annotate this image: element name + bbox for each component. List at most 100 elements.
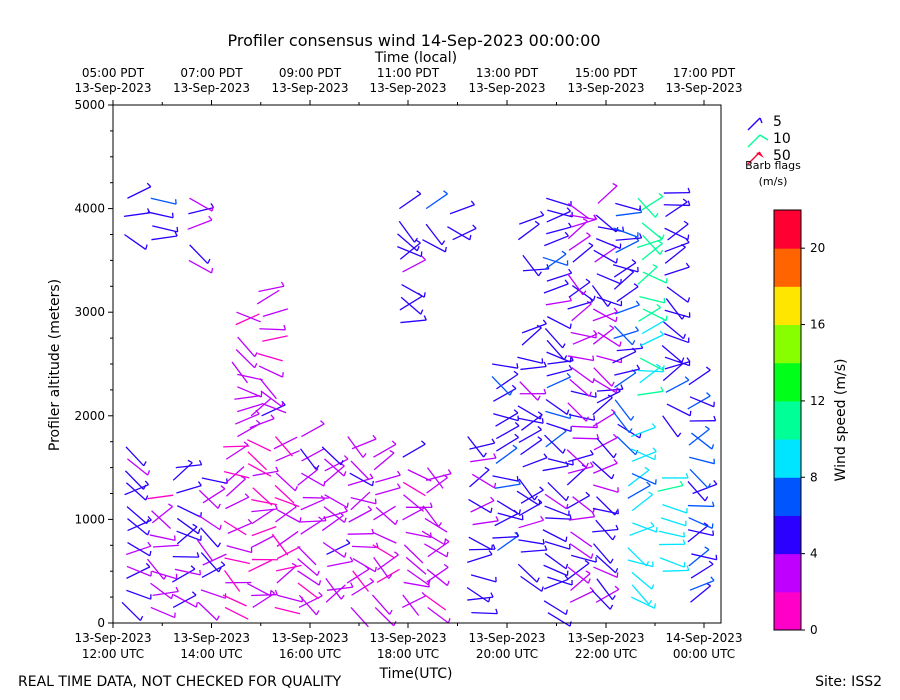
top-x-tick-label: 15:00 PDT [575,66,638,80]
wind-barb-flag [427,579,431,586]
wind-barb-flag [652,263,658,268]
wind-barb-flag [394,519,399,525]
wind-barb-flag [651,423,656,428]
wind-barb [630,426,656,438]
wind-barb-flag [492,544,496,550]
wind-barb [470,500,495,513]
wind-barb [251,499,277,506]
wind-barb-flag [190,565,196,570]
wind-barb-flag [684,376,690,381]
wind-barb [402,594,420,616]
top-x-tick-label: 09:00 PDT [279,66,342,80]
wind-barb [350,491,371,511]
wind-barb [348,509,372,523]
wind-barb [271,533,289,556]
wind-barb [407,469,432,482]
wind-barb [613,271,635,290]
wind-barb [251,508,278,513]
wind-barb-flag [715,554,718,560]
wind-barb [592,461,613,480]
wind-barb [571,285,594,302]
wind-barb-flag [495,516,499,522]
wind-barb [664,246,686,264]
colorbar-tick-label: 4 [810,547,818,561]
wind-barb-flag [389,609,393,615]
wind-barb-flag [291,562,297,567]
wind-barb [613,330,639,339]
wind-barb-flag [220,561,226,566]
wind-barb-flag [187,459,193,464]
wind-barb-flag [708,560,714,565]
wind-barb [449,204,475,215]
wind-barb [321,514,344,532]
wind-barb [150,582,172,600]
wind-barb-flag [543,388,547,394]
wind-barb [570,572,591,592]
wind-barb [691,432,713,450]
wind-barb-flag [648,599,653,605]
wind-barb [324,458,349,472]
wind-barb-flag [414,237,418,243]
wind-barb-flag [561,250,567,255]
wind-barb [543,564,568,577]
wind-barb-flag [620,384,624,390]
wind-barb [522,268,549,272]
wind-barb-flag [320,420,325,425]
wind-barb-flag [171,212,174,218]
top-axis-label: Time (local) [374,50,457,66]
colorbar-tick-label: 16 [810,318,825,332]
wind-barb-flag [541,586,544,592]
wind-barb [664,361,691,370]
wind-barb-flag [679,480,684,486]
wind-barb-flag [388,574,393,579]
wind-barb [125,545,152,556]
wind-barb [467,596,494,601]
wind-barb [595,588,620,603]
wind-barb [470,574,497,583]
wind-barb [627,547,647,567]
wind-barb-flag [197,481,202,487]
wind-barb [569,214,596,221]
wind-barb-flag [585,491,591,497]
wind-barb-flag [703,522,709,527]
wind-barb-flag [562,448,566,454]
wind-barb [302,496,329,499]
wind-barb [641,319,665,335]
wind-barb [495,412,519,427]
wind-barb [596,437,615,459]
wind-barb [631,494,654,512]
wind-barb [231,361,249,384]
wind-barb-flag [191,591,197,596]
wind-barb-flag [374,566,377,572]
wind-barb [689,580,715,591]
wind-barb-flag [685,262,690,268]
top-x-tick-label: 13-Sep-2023 [665,81,742,95]
wind-barb-flag [584,559,590,564]
wind-barb-flag [568,268,573,274]
wind-barb-flag [611,595,616,601]
wind-barb [237,403,263,413]
barb-legend-flag [759,134,769,141]
wind-barb [544,328,564,349]
wind-barb [201,564,226,578]
wind-barb [591,285,609,307]
wind-barb-flag [484,466,490,471]
wind-barb-flag [586,232,591,237]
wind-barb-flag [396,483,401,489]
wind-barb [567,301,593,310]
wind-barb [593,566,618,578]
wind-barb [666,286,689,303]
wind-barb-flag [654,603,656,609]
wind-barb [521,327,542,346]
wind-barb [372,531,397,544]
wind-barb [398,220,416,243]
wind-barb-flag [343,471,347,477]
wind-barb [520,575,543,592]
wind-barb [641,242,663,261]
wind-barb-flag [651,584,655,590]
wind-barb-flag [275,466,279,472]
wind-barb [688,549,710,567]
wind-barb [425,223,443,246]
wind-barb [251,526,277,537]
wind-barb [424,594,447,611]
